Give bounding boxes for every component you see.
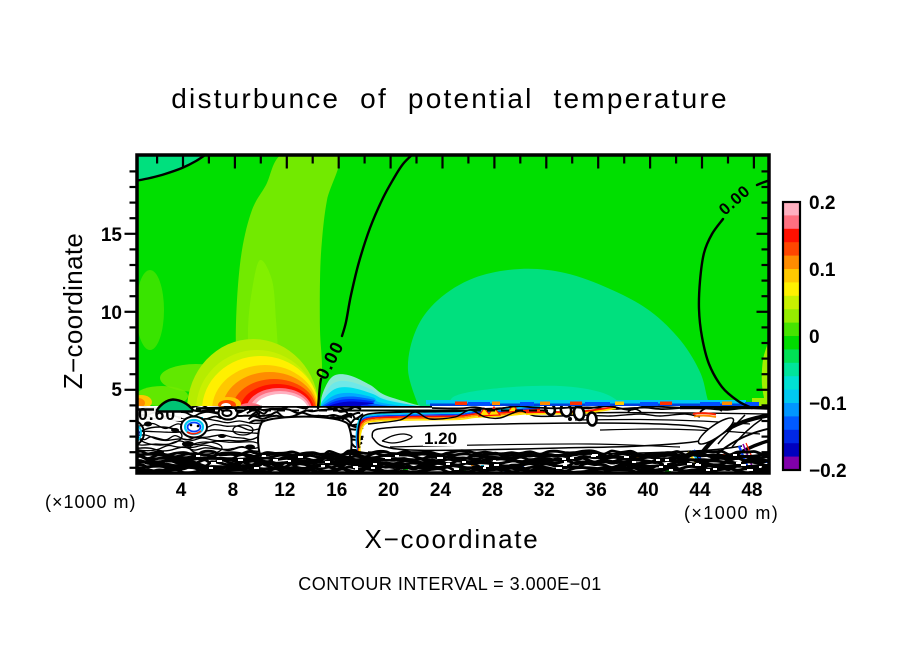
svg-text:0: 0 bbox=[809, 327, 820, 348]
svg-text:20: 20 bbox=[378, 480, 399, 501]
svg-text:44: 44 bbox=[689, 480, 711, 501]
svg-text:28: 28 bbox=[482, 480, 503, 501]
svg-text:24: 24 bbox=[430, 480, 452, 501]
svg-text:4: 4 bbox=[176, 480, 187, 501]
svg-text:−0.1: −0.1 bbox=[809, 394, 847, 415]
svg-text:Z−coordinate: Z−coordinate bbox=[58, 233, 88, 389]
svg-text:(×1000 m): (×1000 m) bbox=[684, 503, 779, 523]
svg-text:48: 48 bbox=[741, 480, 762, 501]
svg-text:CONTOUR INTERVAL = 3.000E−01: CONTOUR INTERVAL = 3.000E−01 bbox=[298, 574, 601, 594]
svg-text:15: 15 bbox=[101, 225, 123, 246]
svg-text:32: 32 bbox=[534, 480, 555, 501]
svg-text:1.20: 1.20 bbox=[424, 429, 457, 448]
svg-text:0.1: 0.1 bbox=[809, 260, 836, 281]
svg-text:16: 16 bbox=[326, 480, 347, 501]
svg-text:X−coordinate: X−coordinate bbox=[365, 524, 540, 554]
svg-text:12: 12 bbox=[274, 480, 295, 501]
svg-text:(×1000 m): (×1000 m) bbox=[45, 492, 137, 512]
svg-text:8: 8 bbox=[228, 480, 239, 501]
svg-text:disturbunce of potential tempe: disturbunce of potential temperature bbox=[171, 83, 728, 114]
svg-text:0.2: 0.2 bbox=[809, 193, 835, 214]
svg-text:5: 5 bbox=[111, 380, 122, 401]
svg-text:−0.2: −0.2 bbox=[809, 461, 847, 482]
svg-text:36: 36 bbox=[586, 480, 607, 501]
svg-text:10: 10 bbox=[101, 303, 122, 324]
svg-text:40: 40 bbox=[638, 480, 659, 501]
